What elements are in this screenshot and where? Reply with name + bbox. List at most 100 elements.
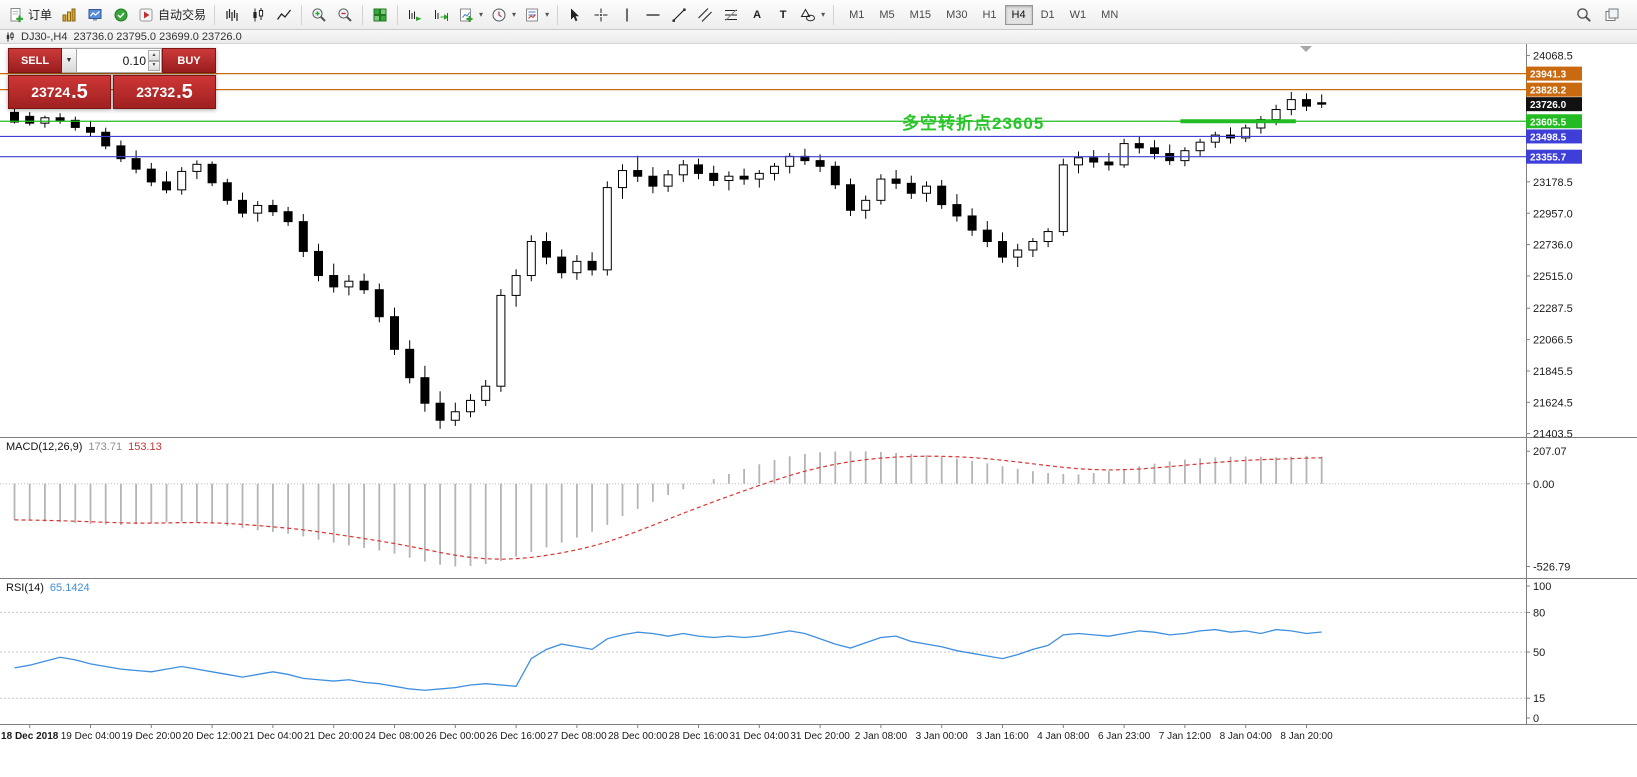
time-label: 6 Jan 23:00	[1098, 731, 1151, 742]
price-badge-label: 23498.5	[1530, 132, 1567, 143]
crosshair-tool-button[interactable]	[588, 3, 614, 27]
price-badge[interactable]	[1526, 66, 1582, 81]
new-order-label: 订单	[28, 8, 53, 22]
timeframe-m1[interactable]: M1	[842, 5, 871, 25]
label-tool-button[interactable]: T	[770, 3, 796, 27]
zoom-out-button[interactable]	[332, 3, 358, 27]
price-badge[interactable]	[1526, 114, 1582, 129]
price-badge[interactable]	[1526, 149, 1582, 164]
chart-shift-marker[interactable]	[1300, 46, 1312, 52]
navigator-button[interactable]	[108, 3, 134, 27]
volume-stepper: ▲ ▼	[148, 50, 160, 71]
rsi-tick-label: 50	[1533, 647, 1545, 659]
timeframe-m5[interactable]: M5	[872, 5, 901, 25]
rsi-tick-label: 80	[1533, 607, 1545, 619]
candle-body	[192, 163, 202, 172]
candle-body	[724, 175, 734, 181]
candle-body	[1043, 231, 1053, 242]
volume-up-button[interactable]: ▲	[148, 50, 160, 61]
price-badge[interactable]	[1526, 97, 1582, 112]
timeframe-h1[interactable]: H1	[975, 5, 1003, 25]
time-label: 4 Jan 08:00	[1037, 731, 1090, 742]
windows-button[interactable]	[1599, 3, 1625, 27]
cursor-tool-button[interactable]	[562, 3, 588, 27]
timeframe-mn[interactable]: MN	[1094, 5, 1125, 25]
zoom-in-button[interactable]	[306, 3, 332, 27]
price-badge-label: 23828.2	[1530, 86, 1567, 97]
candle-body	[1317, 102, 1327, 105]
volume-value: 0.10	[122, 53, 146, 68]
candle-body	[542, 240, 551, 258]
volume-field[interactable]: 0.10 ▲ ▼	[77, 48, 162, 73]
trendline-tool-button[interactable]	[666, 3, 692, 27]
fibonacci-tool-button[interactable]	[718, 3, 744, 27]
candlestick-chart-button[interactable]	[245, 3, 271, 27]
charts-button[interactable]	[56, 3, 82, 27]
rsi-value: 65.1424	[49, 582, 90, 594]
timeframe-m30[interactable]: M30	[939, 5, 974, 25]
timeframe-w1[interactable]: W1	[1063, 5, 1094, 25]
candle-body	[754, 172, 764, 180]
search-icon	[1577, 7, 1591, 22]
time-label: 31 Dec 04:00	[730, 731, 790, 742]
time-label: 3 Jan 16:00	[976, 731, 1029, 742]
sell-price-box[interactable]: 23724 .5	[8, 75, 111, 109]
bar-chart-button[interactable]	[219, 3, 245, 27]
price-badge[interactable]	[1526, 129, 1582, 144]
time-label: 21 Dec 20:00	[304, 731, 364, 742]
line-chart-button[interactable]	[271, 3, 297, 27]
vertical-line-tool-button[interactable]	[614, 3, 640, 27]
text-tool-icon: A	[753, 8, 762, 21]
market-watch-button[interactable]	[82, 3, 108, 27]
shapes-tool-button[interactable]: ▾	[796, 3, 829, 27]
candle-body	[283, 211, 293, 223]
price-tick-label: 21624.5	[1533, 397, 1573, 409]
chart-canvas[interactable]: 24068.5 23178.5 22957.0 22736.0 22515.0 22287…	[0, 44, 1637, 777]
shapes-icon	[800, 7, 816, 21]
sell-button[interactable]: SELL	[8, 48, 62, 73]
chart-shift-button[interactable]	[428, 3, 454, 27]
price-badge-label: 23941.3	[1530, 70, 1567, 81]
one-click-trade-panel: SELL ▼ 0.10 ▲ ▼ BUY 23724 .5 23732	[8, 48, 216, 109]
candle-body	[10, 111, 19, 123]
chart-caption-bar[interactable]: DJ30-,H4 23736.0 23795.0 23699.0 23726.0	[0, 30, 1637, 44]
search-button[interactable]	[1571, 3, 1597, 27]
candle-body	[222, 182, 232, 201]
time-label: 27 Dec 08:00	[547, 731, 607, 742]
time-label: 20 Dec 12:00	[182, 731, 242, 742]
channel-icon	[698, 7, 712, 22]
horizontal-line-icon	[646, 13, 660, 16]
candle-body	[1286, 99, 1296, 111]
timeframe-h4[interactable]: H4	[1004, 4, 1033, 25]
buy-button[interactable]: BUY	[162, 48, 216, 73]
charts-icon	[62, 8, 76, 21]
price-badge[interactable]	[1526, 82, 1582, 97]
price-tick-label: 22957.0	[1533, 208, 1573, 220]
periods-button[interactable]: ▾	[487, 3, 520, 27]
channel-tool-button[interactable]	[692, 3, 718, 27]
annotation-text: 多空转折点23605	[902, 114, 1045, 133]
buy-price-box[interactable]: 23732 .5	[113, 75, 216, 109]
indicators-icon	[526, 8, 539, 21]
sell-options-caret[interactable]: ▼	[62, 48, 77, 73]
horizontal-line-tool-button[interactable]	[640, 3, 666, 27]
zoom-in-icon	[312, 7, 326, 22]
time-label: 28 Dec 16:00	[669, 731, 729, 742]
timeframe-m15[interactable]: M15	[903, 5, 938, 25]
macd-main-value: 173.71	[88, 441, 123, 453]
bar-chart-icon	[226, 8, 238, 21]
text-tool-button[interactable]: A	[744, 3, 770, 27]
candle-body	[587, 260, 597, 271]
candle-body	[785, 155, 795, 167]
tile-windows-button[interactable]	[367, 3, 393, 27]
auto-scroll-button[interactable]	[402, 3, 428, 27]
candle-body	[131, 158, 141, 170]
indicators-button[interactable]: ▾	[520, 3, 553, 27]
new-chart-button[interactable]: ▾	[454, 3, 487, 27]
new-order-button[interactable]: 订单	[4, 3, 56, 27]
autotrading-button[interactable]: 自动交易	[134, 3, 210, 27]
volume-down-button[interactable]: ▼	[148, 60, 160, 71]
timeframe-d1[interactable]: D1	[1034, 5, 1062, 25]
candle-body	[739, 175, 749, 180]
